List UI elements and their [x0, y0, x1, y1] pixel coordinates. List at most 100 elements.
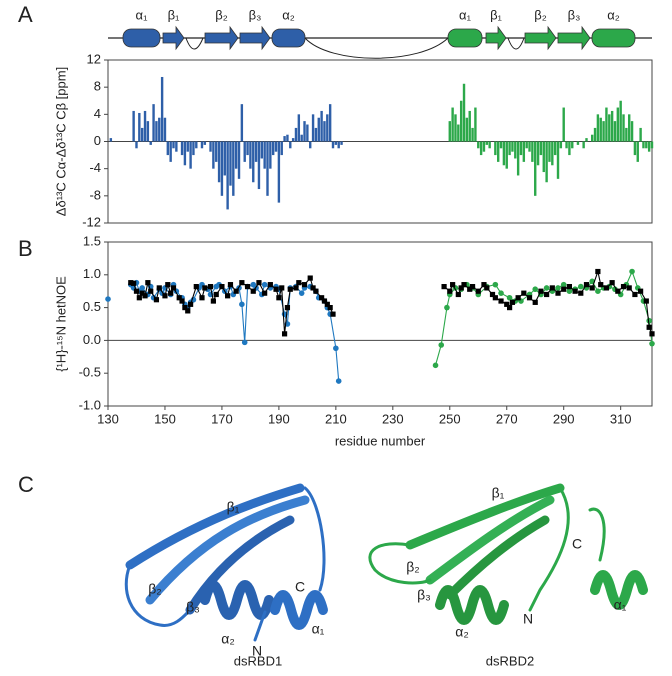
bar — [172, 141, 175, 149]
marker — [469, 284, 476, 290]
structure-name: dsRBD1 — [234, 653, 282, 668]
structure-label: β₁ — [227, 499, 240, 515]
marker — [492, 295, 498, 301]
bar — [297, 114, 301, 142]
y-axis-label: {¹H}-¹⁵N hetNOE — [53, 276, 68, 372]
marker — [139, 290, 145, 296]
bar — [209, 141, 212, 152]
y-tick-label: -8 — [89, 187, 101, 202]
marker — [261, 281, 268, 288]
marker — [506, 294, 513, 301]
bar — [260, 141, 264, 159]
bar — [468, 110, 471, 142]
bar — [459, 100, 463, 142]
x-tick-label: 230 — [382, 411, 404, 426]
bar — [266, 141, 269, 196]
bar — [166, 141, 170, 156]
marker — [296, 280, 302, 286]
marker — [515, 295, 521, 301]
bar — [462, 83, 466, 142]
marker — [544, 291, 550, 298]
bar — [602, 121, 605, 142]
y-tick-label: 0 — [94, 133, 101, 148]
y-tick-label: 0.5 — [83, 299, 101, 314]
x-axis-label: residue number — [335, 433, 426, 448]
bar — [528, 141, 531, 152]
helix — [591, 28, 636, 48]
bar — [175, 141, 178, 152]
marker — [458, 285, 464, 291]
bar — [499, 141, 503, 149]
marker — [267, 282, 273, 288]
x-tick-label: 130 — [97, 411, 119, 426]
bar — [562, 107, 565, 142]
bar — [252, 141, 255, 183]
bar — [608, 114, 611, 142]
marker — [276, 295, 282, 301]
bar — [180, 141, 184, 156]
marker — [256, 280, 262, 286]
bar — [522, 141, 526, 162]
marker — [509, 299, 516, 305]
marker — [239, 301, 245, 308]
bar — [474, 107, 477, 142]
x-tick-label: 210 — [325, 411, 347, 426]
marker — [560, 281, 567, 288]
y-tick-label: 12 — [87, 51, 101, 66]
bar — [471, 127, 474, 142]
bar — [158, 117, 161, 142]
marker — [498, 290, 504, 296]
structure-label: N — [523, 611, 533, 627]
marker — [156, 285, 162, 291]
marker — [244, 284, 251, 290]
marker — [298, 290, 305, 296]
structure-label: β₃ — [417, 587, 431, 603]
marker — [444, 304, 450, 311]
strand — [204, 25, 239, 51]
bar — [291, 138, 295, 142]
bar — [132, 110, 135, 142]
bar — [243, 141, 246, 162]
marker — [538, 288, 544, 294]
marker — [313, 288, 319, 294]
bar — [237, 141, 241, 179]
bar — [613, 121, 617, 142]
bar — [454, 114, 457, 142]
bar — [135, 141, 138, 149]
bar — [619, 100, 622, 142]
bar — [340, 141, 343, 145]
marker — [139, 285, 145, 291]
bar — [314, 127, 318, 142]
bar — [220, 141, 224, 196]
bar — [610, 110, 614, 142]
y-tick-label: 4 — [94, 106, 101, 121]
structure-label: β₂ — [406, 559, 420, 575]
marker — [572, 288, 578, 294]
bar — [548, 141, 551, 162]
bar — [448, 121, 451, 142]
marker — [578, 290, 584, 296]
bar — [294, 127, 298, 142]
marker — [626, 285, 632, 291]
bar — [334, 141, 338, 145]
bar — [229, 141, 232, 186]
structure-dsrbd2 — [368, 483, 648, 625]
marker — [241, 339, 248, 346]
topology-label: α₂ — [282, 7, 295, 22]
marker — [330, 311, 336, 317]
bar — [457, 124, 460, 142]
bar — [642, 141, 645, 149]
strand — [557, 25, 591, 51]
y-tick-label: -4 — [89, 160, 101, 175]
marker — [293, 285, 299, 291]
marker — [506, 305, 513, 311]
bar — [605, 107, 608, 142]
bar — [514, 141, 517, 159]
marker — [153, 297, 160, 303]
bar — [160, 76, 164, 142]
marker — [199, 295, 205, 301]
marker — [105, 296, 111, 302]
marker — [450, 282, 456, 288]
topology-label: β₃ — [568, 7, 581, 22]
panel-label: C — [18, 472, 34, 497]
